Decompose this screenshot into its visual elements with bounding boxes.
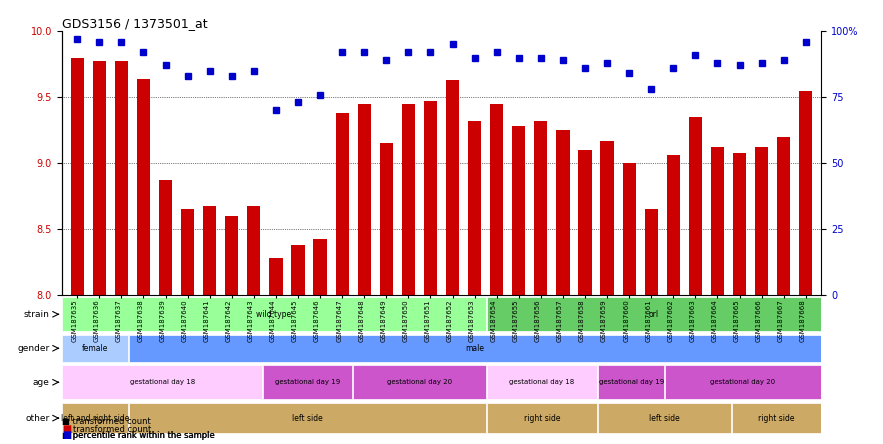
- Bar: [225, 216, 238, 295]
- Text: right side: right side: [524, 414, 560, 423]
- Text: left and right side: left and right side: [61, 414, 130, 423]
- Bar: [380, 143, 393, 295]
- Bar: [71, 58, 84, 295]
- Text: gestational day 19: gestational day 19: [275, 379, 340, 385]
- Text: ■: ■: [62, 424, 71, 434]
- Bar: [556, 130, 570, 295]
- Bar: [137, 79, 150, 295]
- Text: age: age: [33, 378, 49, 387]
- Text: percentile rank within the sample: percentile rank within the sample: [73, 431, 215, 440]
- Text: other: other: [26, 414, 49, 423]
- Text: GDS3156 / 1373501_at: GDS3156 / 1373501_at: [62, 17, 208, 30]
- Bar: [755, 147, 768, 295]
- Text: ■ transformed count
■ percentile rank within the sample: ■ transformed count ■ percentile rank wi…: [62, 417, 215, 440]
- Bar: [424, 101, 437, 295]
- Bar: [667, 155, 680, 295]
- Bar: [93, 61, 106, 295]
- Bar: [181, 210, 194, 295]
- FancyBboxPatch shape: [129, 403, 486, 433]
- Text: gestational day 20: gestational day 20: [711, 379, 775, 385]
- Text: male: male: [465, 344, 485, 353]
- Bar: [623, 163, 636, 295]
- Bar: [689, 117, 702, 295]
- Bar: [777, 137, 790, 295]
- Bar: [733, 153, 746, 295]
- FancyBboxPatch shape: [63, 365, 262, 399]
- FancyBboxPatch shape: [599, 365, 664, 399]
- FancyBboxPatch shape: [487, 297, 820, 331]
- Text: left side: left side: [292, 414, 323, 423]
- FancyBboxPatch shape: [665, 365, 820, 399]
- Text: ■: ■: [62, 429, 71, 440]
- Bar: [336, 113, 349, 295]
- Bar: [313, 238, 327, 295]
- Bar: [512, 126, 525, 295]
- FancyBboxPatch shape: [63, 335, 128, 362]
- Text: right side: right side: [758, 414, 795, 423]
- Bar: [468, 121, 481, 295]
- FancyBboxPatch shape: [599, 403, 731, 433]
- Bar: [402, 104, 415, 295]
- FancyBboxPatch shape: [487, 365, 598, 399]
- Bar: [159, 180, 172, 295]
- FancyBboxPatch shape: [129, 335, 820, 362]
- Text: gender: gender: [18, 344, 49, 353]
- Bar: [269, 258, 283, 295]
- FancyBboxPatch shape: [63, 403, 128, 433]
- Bar: [490, 104, 503, 295]
- Bar: [358, 104, 371, 295]
- Bar: [711, 147, 724, 295]
- FancyBboxPatch shape: [63, 297, 486, 331]
- Text: orl: orl: [649, 310, 659, 319]
- Bar: [203, 206, 216, 295]
- Bar: [600, 141, 614, 295]
- Text: gestational day 18: gestational day 18: [509, 379, 575, 385]
- Bar: [799, 91, 812, 295]
- Text: transformed count: transformed count: [73, 425, 152, 434]
- Bar: [115, 61, 128, 295]
- FancyBboxPatch shape: [352, 365, 486, 399]
- Text: gestational day 18: gestational day 18: [130, 379, 195, 385]
- FancyBboxPatch shape: [487, 403, 598, 433]
- Text: gestational day 20: gestational day 20: [387, 379, 452, 385]
- Bar: [578, 150, 592, 295]
- Bar: [291, 245, 305, 295]
- Text: wild type: wild type: [256, 310, 291, 319]
- Bar: [645, 210, 658, 295]
- Bar: [247, 206, 260, 295]
- Text: strain: strain: [24, 310, 49, 319]
- Bar: [534, 121, 547, 295]
- Bar: [446, 80, 459, 295]
- Text: gestational day 19: gestational day 19: [599, 379, 664, 385]
- Text: left side: left side: [650, 414, 680, 423]
- FancyBboxPatch shape: [263, 365, 351, 399]
- FancyBboxPatch shape: [732, 403, 820, 433]
- Text: female: female: [82, 344, 109, 353]
